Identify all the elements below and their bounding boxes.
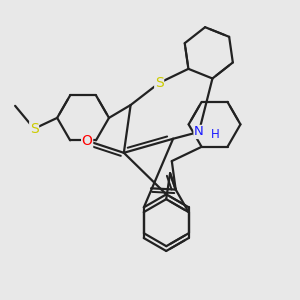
Text: N: N [194, 125, 204, 138]
Text: S: S [155, 76, 164, 90]
Text: S: S [30, 122, 38, 136]
Text: O: O [82, 134, 93, 148]
Text: H: H [211, 128, 220, 141]
